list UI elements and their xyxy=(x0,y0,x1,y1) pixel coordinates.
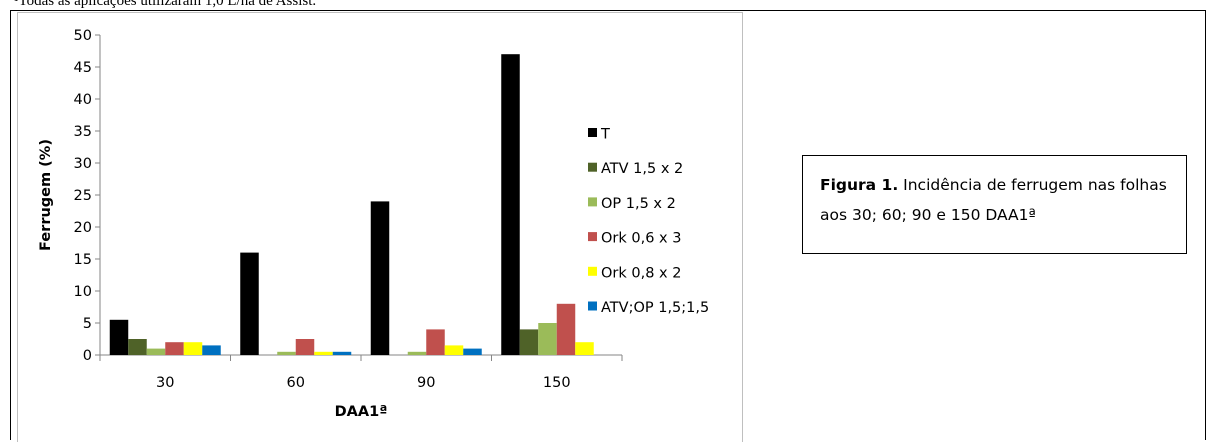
caption-box xyxy=(802,155,1187,254)
bar xyxy=(426,329,445,355)
bar xyxy=(463,348,482,355)
y-tick-label: 35 xyxy=(74,124,92,140)
bar xyxy=(146,348,166,355)
y-tick-label: 5 xyxy=(83,316,92,332)
chart-bars xyxy=(109,54,594,355)
bar-chart: 0 5 10 15 20 25 30 35 40 45 50 30 60 90 150 DAA1ª Ferrug… xyxy=(38,28,709,420)
legend-label: ATV 1,5 x 2 xyxy=(601,161,683,177)
y-tick-label: 30 xyxy=(74,156,92,172)
y-tick-label: 10 xyxy=(74,284,92,300)
bar xyxy=(575,342,594,355)
chart-legend: T ATV 1,5 x 2 OP 1,5 x 2 Ork 0,6 x 3 Ork 0,8… xyxy=(588,127,709,316)
bar xyxy=(109,319,129,355)
bar xyxy=(538,323,557,355)
y-tick-label: 25 xyxy=(74,188,92,204)
x-tick-label: 60 xyxy=(287,375,305,391)
bar xyxy=(519,329,539,355)
chart-axes: 0 5 10 15 20 25 30 35 40 45 50 30 60 90 150 DAA1ª Ferrug… xyxy=(38,28,623,420)
bar xyxy=(165,342,184,355)
y-tick-label: 45 xyxy=(74,60,92,76)
bar xyxy=(277,351,296,355)
bar xyxy=(556,303,576,355)
y-tick-label: 0 xyxy=(83,348,92,364)
legend-swatch xyxy=(588,128,597,137)
y-tick-label: 40 xyxy=(74,92,92,108)
legend-label: ATV;OP 1,5;1,5 xyxy=(601,300,709,316)
x-tick-label: 30 xyxy=(156,375,174,391)
bar xyxy=(202,345,221,355)
bar xyxy=(407,351,427,355)
bar xyxy=(501,54,520,355)
y-axis-title: Ferrugem (%) xyxy=(38,139,54,251)
caption-label: Figura 1. xyxy=(820,176,899,194)
bar xyxy=(314,351,333,355)
figure-frame xyxy=(10,10,1206,440)
figure-caption: Figura 1. Incidência de ferrugem nas fol… xyxy=(820,170,1180,230)
bar xyxy=(332,351,352,355)
legend-label: Ork 0,6 x 3 xyxy=(601,231,681,247)
bar xyxy=(444,345,464,355)
legend-label: Ork 0,8 x 2 xyxy=(601,265,681,281)
y-tick-label: 50 xyxy=(74,28,92,44)
y-tick-label: 20 xyxy=(74,220,92,236)
x-axis-title: DAA1ª xyxy=(335,404,388,420)
bar xyxy=(240,252,259,355)
legend-swatch xyxy=(588,232,597,242)
bar xyxy=(128,339,147,355)
bar xyxy=(183,342,203,355)
bar xyxy=(295,339,315,355)
chart-area xyxy=(17,12,743,442)
legend-swatch xyxy=(588,162,597,172)
legend-label: T xyxy=(600,127,610,143)
x-tick-label: 150 xyxy=(543,375,571,391)
bar xyxy=(370,201,390,355)
legend-swatch xyxy=(588,301,597,311)
legend-swatch xyxy=(588,197,597,207)
x-tick-label: 90 xyxy=(417,375,435,391)
y-tick-label: 15 xyxy=(74,252,92,268)
legend-swatch xyxy=(588,266,597,276)
footnote-text: ¹Todas as aplicações utilizaram 1,0 L/ha… xyxy=(14,0,317,9)
legend-label: OP 1,5 x 2 xyxy=(601,196,676,212)
caption-body: Incidência de ferrugem nas folhas aos 30… xyxy=(820,176,1167,224)
